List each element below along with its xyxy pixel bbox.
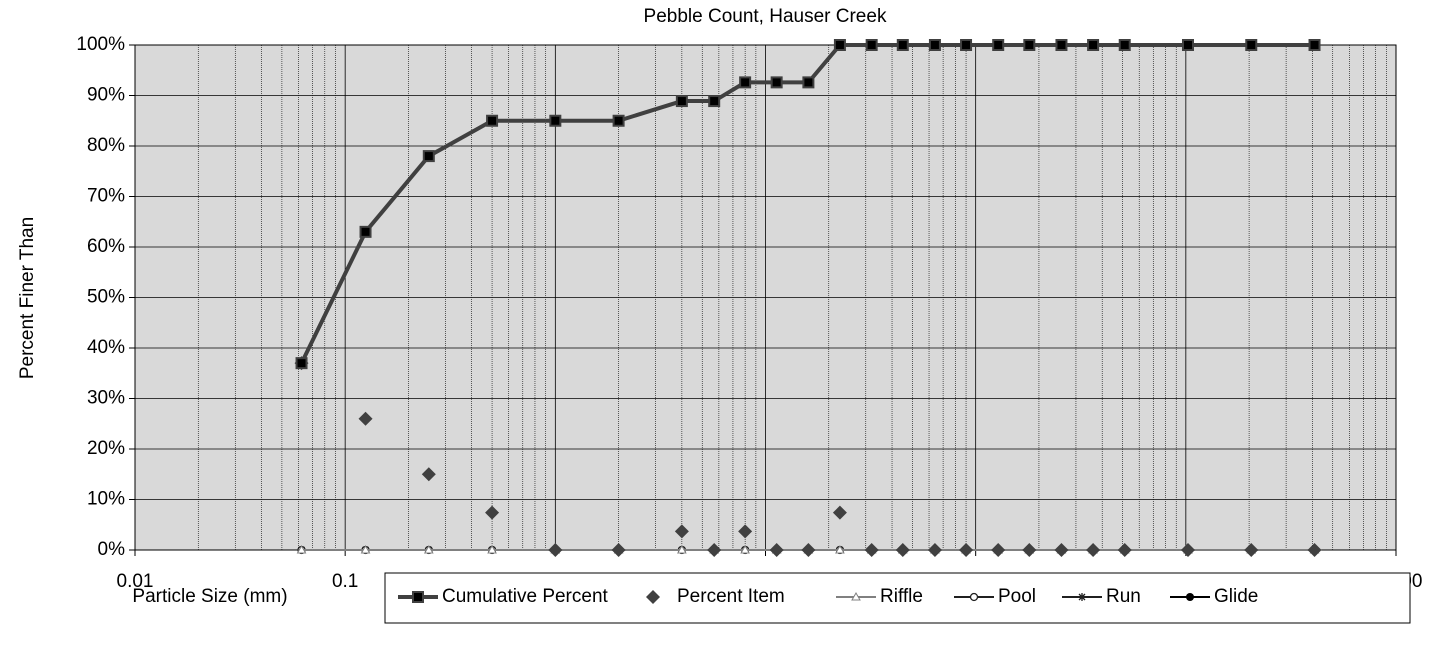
legend-label: Percent Item <box>677 586 785 607</box>
marker-triangle <box>487 544 497 554</box>
marker-diamond <box>646 590 660 604</box>
marker-square <box>359 225 372 238</box>
marker-square <box>1055 39 1068 51</box>
marker-triangle <box>740 544 750 554</box>
marker-triangle <box>677 544 687 554</box>
y-tick-label: 30% <box>87 388 125 409</box>
marker-square <box>412 591 424 603</box>
marker-square <box>422 150 435 163</box>
marker-diamond <box>548 543 563 557</box>
marker-diamond <box>769 543 784 557</box>
chart-title: Pebble Count, Hauser Creek <box>644 6 887 27</box>
legend-label: Glide <box>1214 586 1258 607</box>
marker-diamond <box>927 543 942 557</box>
y-tick-label: 80% <box>87 135 125 156</box>
x-tick-label: 0.01 <box>117 571 154 592</box>
legend-label: Run <box>1106 586 1141 607</box>
marker-diamond <box>864 543 879 557</box>
marker-diamond <box>611 543 626 557</box>
marker-square <box>770 76 783 89</box>
marker-diamond <box>1054 543 1069 557</box>
marker-square <box>1023 39 1036 51</box>
y-tick-label: 10% <box>87 489 125 510</box>
marker-diamond <box>1022 543 1037 557</box>
legend-item: Run <box>1062 586 1141 607</box>
marker-square <box>295 357 308 370</box>
marker-diamond <box>895 543 910 557</box>
marker-square <box>896 39 909 51</box>
legend-item: Cumulative Percent <box>398 586 609 607</box>
marker-diamond <box>1180 543 1195 557</box>
marker-diamond <box>801 543 816 557</box>
x-tick-label: 0.1 <box>332 571 358 592</box>
marker-diamond <box>421 467 436 482</box>
marker-square <box>612 114 625 127</box>
marker-star <box>1078 593 1086 601</box>
marker-triangle <box>423 544 434 554</box>
y-tick-label: 70% <box>87 186 125 207</box>
marker-square <box>833 39 846 51</box>
marker-diamond <box>707 543 722 557</box>
marker-diamond <box>358 411 373 426</box>
marker-diamond <box>1117 543 1132 557</box>
marker-diamond <box>1244 543 1259 557</box>
marker-square <box>1181 39 1194 51</box>
marker-diamond <box>832 505 847 520</box>
y-tick-label: 50% <box>87 287 125 308</box>
y-tick-label: 20% <box>87 438 125 459</box>
y-tick-label: 100% <box>76 34 125 55</box>
marker-square <box>992 39 1005 51</box>
legend-label: Pool <box>998 586 1036 607</box>
marker-square <box>708 95 721 108</box>
marker-circle <box>969 592 979 602</box>
legend-item: Riffle <box>836 586 923 607</box>
marker-diamond <box>738 524 753 539</box>
legend-item: Pool <box>954 586 1036 607</box>
marker-square <box>1087 39 1100 51</box>
marker-triangle <box>835 544 845 554</box>
marker-dot <box>1186 593 1194 601</box>
marker-square <box>960 39 973 51</box>
marker-diamond <box>959 543 974 557</box>
marker-diamond <box>991 543 1006 557</box>
marker-square <box>739 76 752 89</box>
legend-box <box>384 572 1411 624</box>
marker-diamond <box>1307 543 1322 557</box>
marker-square <box>1118 39 1131 51</box>
marker-square <box>865 39 878 51</box>
legend-item: Glide <box>1170 586 1258 607</box>
marker-square <box>1308 39 1321 51</box>
legend-label: Cumulative Percent <box>442 586 609 607</box>
legend-label: Riffle <box>880 586 923 607</box>
marker-diamond <box>674 524 689 539</box>
marker-square <box>486 114 499 127</box>
y-tick-label: 60% <box>87 236 125 257</box>
marker-diamond <box>485 505 500 520</box>
y-tick-label: 40% <box>87 337 125 358</box>
marker-square <box>802 76 815 89</box>
y-axis-label: Percent Finer Than <box>17 217 38 379</box>
marker-square <box>549 114 562 127</box>
marker-diamond <box>1086 543 1101 557</box>
marker-square <box>1245 39 1258 51</box>
y-tick-label: 0% <box>98 539 126 560</box>
x-axis-label: Particle Size (mm) <box>132 586 287 607</box>
marker-square <box>675 95 688 108</box>
marker-square <box>928 39 941 51</box>
marker-triangle <box>296 544 307 554</box>
y-tick-label: 90% <box>87 85 125 106</box>
marker-triangle <box>360 544 371 554</box>
marker-triangle <box>851 591 861 601</box>
legend-item: Percent Item <box>646 586 785 607</box>
